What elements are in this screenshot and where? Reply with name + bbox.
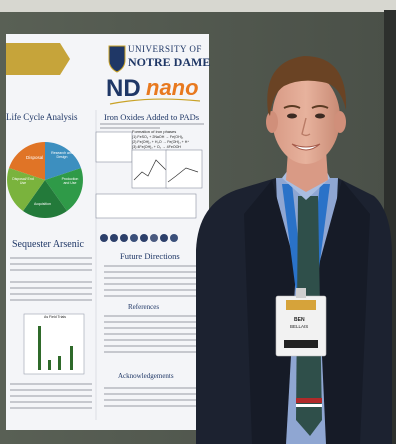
iron-figure-4 <box>95 193 197 219</box>
tie-stripe <box>296 398 322 403</box>
chart-bar <box>70 346 73 370</box>
person-lapel-left <box>244 180 296 444</box>
iron-figure-2-line <box>133 159 167 181</box>
chart-bar <box>58 356 61 370</box>
pie-slice-acquisition <box>23 180 67 219</box>
pie-label-production: Production and Use <box>61 177 79 185</box>
sample-jar <box>150 234 158 242</box>
person-eye <box>315 113 325 119</box>
pie-label-research: Research and Design <box>51 151 73 159</box>
badge-name-line1: BEN <box>294 317 305 323</box>
iron-equation: (1) FeSO₄ + 2NaOH → Fe(OH)₂ <box>132 135 184 139</box>
poster-body-text <box>10 123 204 409</box>
section-future: Future Directions <box>120 251 180 261</box>
person-mouth <box>291 143 321 151</box>
logo-university-line1: UNIVERSITY OF <box>128 44 202 54</box>
pie-label-acquisition: Acquisition <box>34 202 51 206</box>
logo-university-line2: NOTRE DAME <box>128 55 211 69</box>
nd-shield-icon <box>108 45 126 73</box>
pie-label-end-use: Disposal/ End Use <box>12 177 34 185</box>
iron-figure-3-line <box>167 167 199 183</box>
sample-jar <box>130 234 138 242</box>
badge-clip <box>296 288 306 298</box>
sample-jar <box>100 234 108 242</box>
badge-barcode <box>284 340 318 348</box>
logo-nano: nano <box>146 75 199 100</box>
tie-stripe <box>296 404 322 407</box>
life-cycle-pie <box>7 142 83 219</box>
section-references: References <box>128 303 160 311</box>
section-iron-oxides: Iron Oxides Added to PADs <box>104 112 200 122</box>
person-eye <box>287 113 297 119</box>
nano-swoosh-icon <box>109 98 201 105</box>
board-top-strip <box>0 0 396 12</box>
person-brow <box>311 105 329 109</box>
sample-jar <box>160 234 168 242</box>
chart-bar <box>38 326 41 370</box>
badge-name-line2: BELLAIS <box>290 324 309 329</box>
pie-label-disposal: Disposal <box>26 155 44 160</box>
sample-jar <box>140 234 148 242</box>
chart-bar <box>48 360 51 370</box>
iron-figure-2 <box>131 149 169 189</box>
iron-formation-title: Formation of iron phases <box>132 129 177 134</box>
person-nose <box>301 117 311 137</box>
section-sequester: Sequester Arsenic <box>12 239 84 250</box>
iron-figure-3 <box>165 149 203 189</box>
logo-nd: ND <box>106 75 141 102</box>
pie-slice-end-use <box>7 168 45 211</box>
pie-slice-disposal <box>9 142 45 180</box>
person-ear <box>334 111 346 133</box>
sample-jar <box>110 234 118 242</box>
iron-figure-1 <box>95 131 133 163</box>
sample-jar <box>120 234 128 242</box>
person-brow <box>283 105 301 109</box>
iron-equation: (3) 4Fe(OH)₂ + O₂ → 4FeOOH <box>132 145 182 149</box>
pie-slice-research <box>45 142 81 180</box>
chart-title: As Field Trials <box>44 315 66 319</box>
field-trials-chart <box>23 313 85 375</box>
badge-logo <box>286 300 316 310</box>
section-acknowledgements: Acknowledgements <box>118 372 174 380</box>
person-ear <box>266 111 278 133</box>
poster-gold-banner <box>6 43 70 75</box>
person-hair <box>267 56 347 116</box>
person-lapel-right <box>318 180 370 444</box>
sample-jar <box>170 234 178 242</box>
iron-equation: (2) Fe(OH)₂ + H₂O → Fe(OH)₃ + H⁺ <box>132 140 190 144</box>
sample-jars <box>100 234 178 242</box>
pie-slice-production <box>45 168 83 211</box>
section-life-cycle: Life Cycle Analysis <box>6 112 78 122</box>
